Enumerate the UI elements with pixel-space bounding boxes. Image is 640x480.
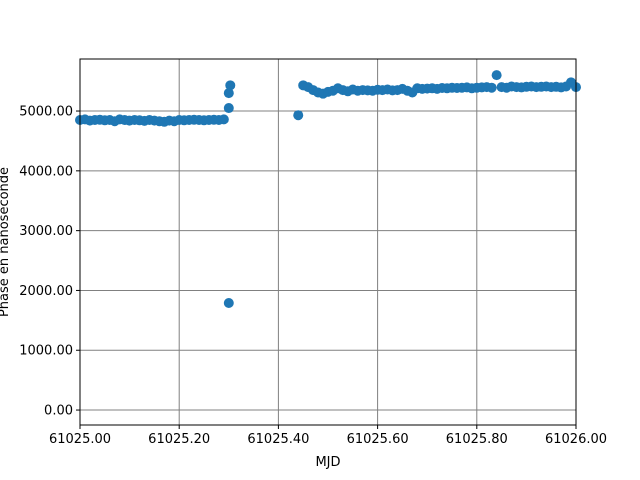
point	[225, 80, 236, 91]
x-tick-label: 61025.60	[347, 432, 409, 447]
plot-frame	[79, 58, 577, 426]
y-tick-label: 4000.00	[19, 164, 73, 179]
x-tick-label: 61026.00	[545, 432, 607, 447]
point	[293, 110, 304, 121]
point	[223, 88, 234, 99]
y-tick-label: 2000.00	[19, 284, 73, 299]
y-tick-label: 1000.00	[19, 344, 73, 359]
x-tick-label: 61025.40	[247, 432, 309, 447]
point	[218, 114, 229, 125]
y-tick-label: 3000.00	[19, 224, 73, 239]
point	[491, 70, 502, 81]
y-axis-label: Phase en nanoseconde	[0, 167, 12, 317]
x-tick-label: 61025.00	[49, 432, 111, 447]
x-tick-label: 61025.80	[446, 432, 508, 447]
point	[223, 103, 234, 114]
x-axis-label: MJD	[315, 455, 340, 470]
y-tick-label: 5000.00	[19, 105, 73, 120]
x-tick-label: 61025.20	[148, 432, 210, 447]
point	[223, 298, 234, 308]
point	[486, 82, 497, 93]
y-tick-label: 0.00	[44, 404, 73, 419]
